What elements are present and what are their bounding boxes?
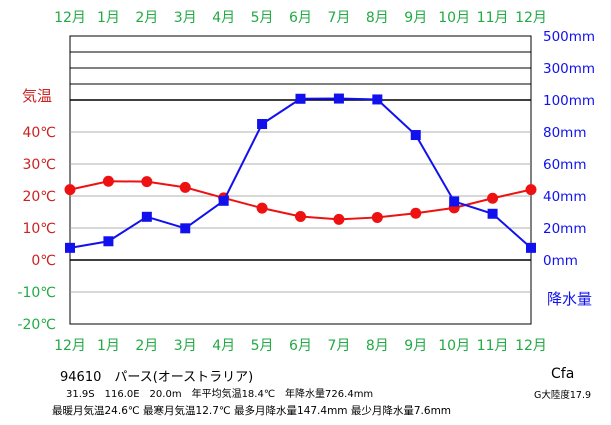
y-tick-label-left: 40℃ (22, 125, 56, 141)
y-tick-label-right: 80mm (543, 125, 586, 141)
x-tick-label: 11月 (477, 338, 509, 354)
x-tick-label: 2月 (135, 10, 158, 26)
temperature-point (410, 207, 422, 219)
precipitation-point (410, 130, 421, 141)
temperature-point (295, 210, 306, 222)
temperature-point (64, 184, 76, 196)
y-tick-label-right: 300mm (543, 61, 595, 77)
temperature-point (141, 176, 153, 188)
precipitation-point (333, 93, 344, 104)
y-tick-label-left: -20℃ (17, 317, 56, 333)
precipitation-point (526, 242, 536, 253)
x-tick-label: 11月 (477, 10, 509, 26)
plot-frame (69, 35, 532, 325)
y-tick-label-left: 10℃ (22, 221, 56, 237)
x-tick-label: 8月 (366, 338, 389, 354)
x-tick-label: 5月 (251, 10, 274, 26)
x-axis-bottom: 12月 1月 2月 3月 4月 5月 6月 7月 8月 9月 10月 11月 12月 (54, 338, 547, 354)
temperature-point (525, 184, 537, 196)
x-tick-label: 3月 (174, 338, 197, 354)
y-tick-label-right: 0mm (543, 253, 578, 269)
x-tick-label: 4月 (212, 10, 235, 26)
precipitation-point (372, 94, 383, 105)
y-tick-label-right: 40mm (543, 189, 586, 205)
x-tick-label: 9月 (404, 10, 427, 26)
temperature-point (102, 175, 114, 187)
station-summary: 31.9S 116.0E 20.0m 年平均気温18.4℃ 年降水量726.4m… (66, 389, 374, 400)
precipitation-point (180, 223, 191, 234)
precipitation-point (103, 236, 114, 247)
x-tick-label: 10月 (438, 10, 470, 26)
x-tick-label: 12月 (515, 338, 547, 354)
precipitation-point (295, 93, 306, 104)
precipitation-line (69, 97, 532, 249)
x-tick-label: 6月 (289, 338, 312, 354)
precipitation-point (141, 211, 152, 222)
x-tick-label: 6月 (289, 10, 312, 26)
precipitation-point (257, 119, 268, 129)
y-tick-label-left: -10℃ (17, 285, 56, 301)
precipitation-point (218, 195, 229, 206)
y-tick-label-right: 20mm (543, 221, 586, 237)
x-tick-label: 12月 (54, 10, 86, 26)
x-tick-label: 1月 (97, 10, 120, 26)
precipitation-axis-label: 降水量 (547, 290, 593, 308)
y-tick-label-left: 20℃ (22, 189, 56, 205)
continentality-index: G大陸度17.9 (534, 390, 592, 401)
x-tick-label: 10月 (438, 338, 470, 354)
x-tick-label: 7月 (327, 10, 350, 26)
y-axis-left: 40℃ 30℃ 20℃ 10℃ 0℃ -10℃ -20℃ (17, 125, 56, 333)
x-tick-label: 4月 (212, 338, 235, 354)
y-axis-right: 500mm 300mm 100mm 80mm 60mm 40mm 20mm 0mm (543, 29, 595, 269)
y-tick-label-right: 100mm (543, 93, 595, 109)
temperature-point (256, 202, 268, 214)
temperature-axis-label: 気温 (22, 87, 53, 105)
station-name: 94610 パース(オーストラリア) (60, 370, 254, 385)
y-tick-label-right: 500mm (543, 29, 595, 45)
precipitation-point (487, 208, 498, 219)
y-tick-label-left: 0℃ (31, 253, 56, 269)
x-tick-label: 1月 (97, 338, 120, 354)
x-tick-label: 3月 (174, 10, 197, 26)
y-tick-label-right: 60mm (543, 157, 586, 173)
x-tick-label: 12月 (515, 10, 547, 26)
grid-lines (70, 51, 531, 293)
precipitation-point (449, 196, 460, 207)
temperature-point (371, 211, 383, 223)
x-axis-top: 12月 1月 2月 3月 4月 5月 6月 7月 8月 9月 10月 11月 12月 (54, 10, 547, 26)
temperature-point (487, 192, 499, 204)
x-tick-label: 8月 (366, 10, 389, 26)
station-extremes: 最暖月気温24.6℃ 最寒月気温12.7℃ 最多月降水量147.4mm 最少月降… (52, 405, 452, 417)
x-tick-label: 9月 (404, 338, 427, 354)
temperature-point (179, 181, 191, 193)
series-group (64, 93, 537, 253)
precipitation-point (65, 242, 75, 253)
y-tick-label-left: 30℃ (22, 157, 56, 173)
x-tick-label: 7月 (327, 338, 350, 354)
temperature-point (333, 213, 345, 225)
x-tick-label: 2月 (135, 338, 158, 354)
x-tick-label: 12月 (54, 338, 86, 354)
x-tick-label: 5月 (251, 338, 274, 354)
climate-classification: Cfa (551, 366, 575, 382)
